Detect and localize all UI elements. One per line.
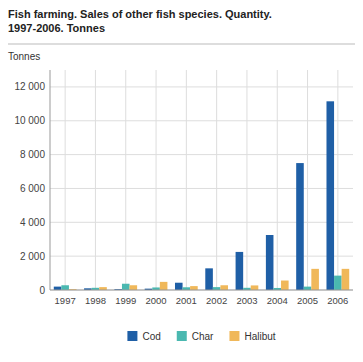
bar xyxy=(342,269,350,290)
y-tick-label: 8 000 xyxy=(20,149,45,160)
x-tick-label: 2006 xyxy=(327,295,348,306)
y-tick-label: 4 000 xyxy=(20,217,45,228)
y-tick-label: 6 000 xyxy=(20,183,45,194)
bar xyxy=(326,101,334,290)
legend-item: Halibut xyxy=(229,331,275,342)
bar xyxy=(190,286,198,290)
x-tick-label: 2002 xyxy=(206,295,227,306)
legend-label: Cod xyxy=(142,331,160,342)
bar xyxy=(236,252,244,290)
x-grid-line xyxy=(95,70,96,290)
bar xyxy=(220,285,228,290)
bar xyxy=(281,281,289,290)
x-tick-label: 2003 xyxy=(236,295,257,306)
bar xyxy=(130,285,138,290)
bar xyxy=(61,285,69,290)
x-tick-label: 2005 xyxy=(297,295,318,306)
bar xyxy=(160,282,168,290)
x-grid-line xyxy=(186,70,187,290)
x-grid-line xyxy=(216,70,217,290)
legend-swatch xyxy=(229,331,239,341)
bar xyxy=(175,283,183,290)
legend-swatch xyxy=(127,331,137,341)
x-tick-label: 1999 xyxy=(115,295,136,306)
y-grid-line xyxy=(50,290,353,291)
x-grid-line xyxy=(277,70,278,290)
x-grid-line xyxy=(125,70,126,290)
legend-swatch xyxy=(177,331,187,341)
bar xyxy=(266,235,274,290)
x-tick-label: 1998 xyxy=(85,295,106,306)
bar xyxy=(296,163,304,290)
chart-container: Fish farming. Sales of other fish specie… xyxy=(0,0,363,362)
x-grid-line xyxy=(307,70,308,290)
y-tick-label: 0 xyxy=(39,285,45,296)
bar xyxy=(304,287,312,290)
title: Fish farming. Sales of other fish specie… xyxy=(8,8,272,34)
x-tick-label: 1997 xyxy=(55,295,76,306)
x-grid-line xyxy=(156,70,157,290)
bar xyxy=(334,276,342,290)
legend-label: Char xyxy=(192,331,214,342)
y-axis-label: Tonnes xyxy=(8,51,40,62)
y-tick-label: 10 000 xyxy=(14,115,45,126)
x-axis-line xyxy=(50,290,353,291)
legend-item: Char xyxy=(177,331,214,342)
y-tick-label: 12 000 xyxy=(14,81,45,92)
x-grid-line xyxy=(246,70,247,290)
grid xyxy=(50,70,353,290)
chart: Fish farming. Sales of other fish specie… xyxy=(0,0,363,362)
bar xyxy=(311,269,319,290)
y-axis-line xyxy=(50,70,51,290)
bar xyxy=(122,284,130,290)
x-grid-line xyxy=(337,70,338,290)
legend-item: Cod xyxy=(127,331,160,342)
bar xyxy=(205,268,213,290)
bar xyxy=(251,285,259,290)
y-tick-label: 2 000 xyxy=(20,251,45,262)
legend: Cod Char Halibut xyxy=(127,331,275,342)
bars xyxy=(54,101,349,290)
bar xyxy=(54,287,62,290)
x-tick-label: 2004 xyxy=(267,295,288,306)
separator xyxy=(8,44,355,45)
legend-label: Halibut xyxy=(244,331,275,342)
x-grid-line xyxy=(65,70,66,290)
x-tick-label: 2000 xyxy=(145,295,166,306)
x-tick-label: 2001 xyxy=(176,295,197,306)
